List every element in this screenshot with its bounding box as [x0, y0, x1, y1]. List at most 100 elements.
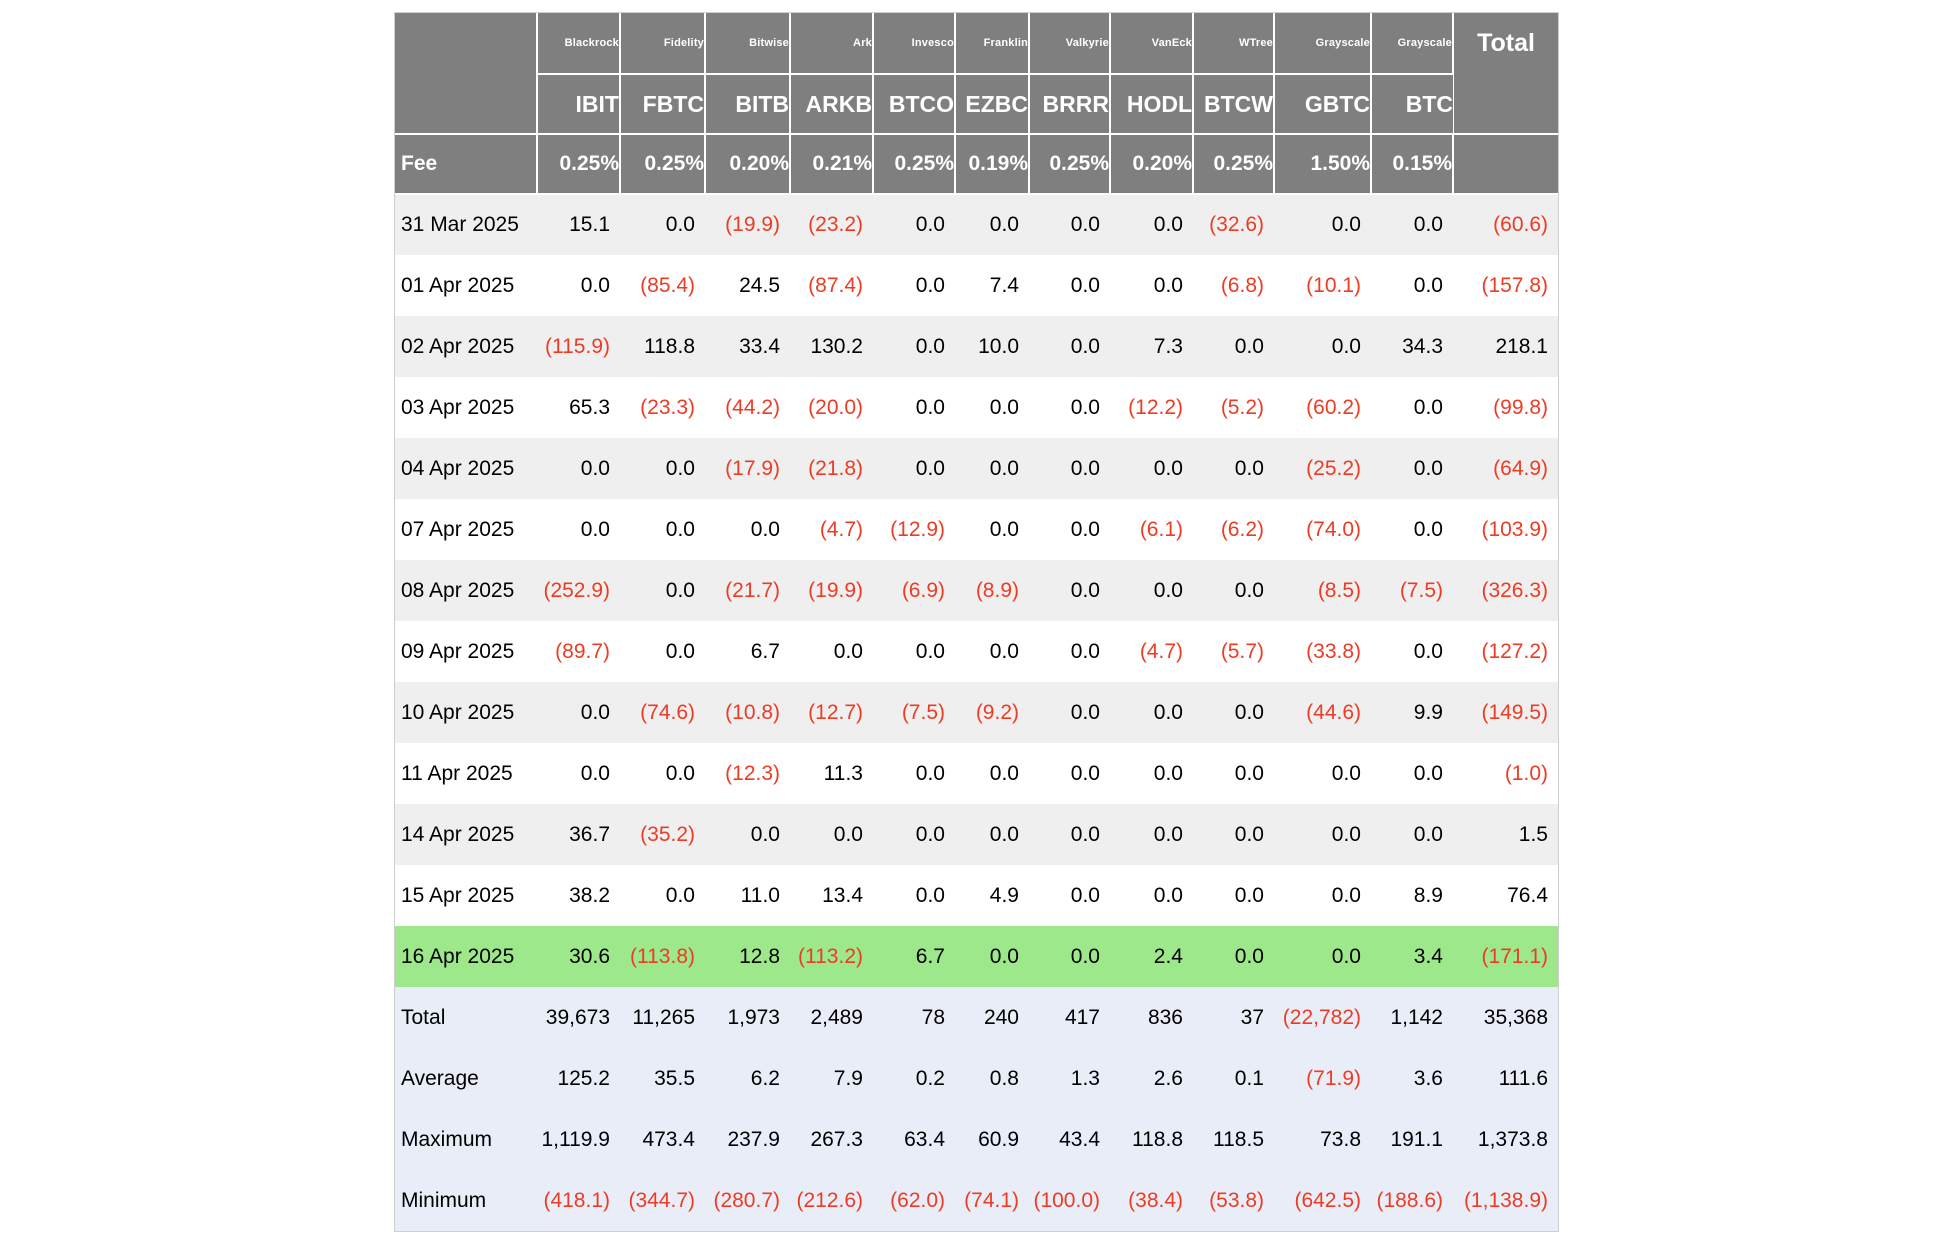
flow-value-cell: 0.0 [1029, 682, 1110, 743]
summary-value-cell: 63.4 [873, 1109, 955, 1170]
row-total-cell: (127.2) [1453, 621, 1558, 682]
flow-value-cell: 0.0 [873, 377, 955, 438]
fee-value-cell: 0.21% [790, 134, 874, 195]
flow-value-cell: 0.0 [873, 804, 955, 865]
flow-value-cell: (5.7) [1193, 621, 1274, 682]
ticker-header-cell: GBTC [1274, 74, 1372, 135]
issuer-header-cell: Valkyrie [1029, 13, 1111, 75]
fee-value-cell: 0.25% [537, 134, 621, 195]
fee-header-row: Fee 0.25% 0.25% 0.20% 0.21% 0.25% 0.19% 0.25% 0.… [395, 134, 1558, 195]
flow-value-cell: 0.0 [1110, 743, 1193, 804]
summary-value-cell: (212.6) [790, 1170, 873, 1231]
summary-value-cell: 1.3 [1029, 1048, 1110, 1109]
etf-flows-table: Blackrock Fidelity Bitwise Ark Invesco Frankl… [395, 13, 1558, 1231]
flow-value-cell: 0.0 [1110, 865, 1193, 926]
flow-value-cell: 0.0 [1193, 560, 1274, 621]
flow-value-cell: 0.0 [1029, 255, 1110, 316]
flow-value-cell: 0.0 [1193, 316, 1274, 377]
flow-value-cell: (5.2) [1193, 377, 1274, 438]
flow-value-cell: 0.0 [1274, 865, 1371, 926]
summary-value-cell: 6.2 [705, 1048, 790, 1109]
flow-value-cell: (4.7) [790, 499, 873, 560]
summary-label-cell: Minimum [395, 1170, 537, 1231]
flow-value-cell: 0.0 [873, 621, 955, 682]
flow-value-cell: (12.3) [705, 743, 790, 804]
ticker-header-cell: BTCO [873, 74, 956, 135]
summary-value-cell: 0.1 [1193, 1048, 1274, 1109]
summary-value-cell: 836 [1110, 987, 1193, 1048]
issuer-header-cell: Ark [790, 13, 874, 75]
flow-value-cell: 0.0 [1029, 438, 1110, 499]
summary-value-cell: 473.4 [620, 1109, 705, 1170]
flow-value-cell: (12.9) [873, 499, 955, 560]
flow-value-cell: (6.8) [1193, 255, 1274, 316]
summary-label-cell: Total [395, 987, 537, 1048]
flow-value-cell: (10.1) [1274, 255, 1371, 316]
fee-value-cell: 0.20% [1110, 134, 1194, 195]
ticker-header-cell: EZBC [955, 74, 1030, 135]
summary-value-cell: 417 [1029, 987, 1110, 1048]
table-row: 11 Apr 2025 0.0 0.0 (12.3) 11.3 0.0 0.0 0.0 0.0 0… [395, 743, 1558, 804]
summary-value-cell: (22,782) [1274, 987, 1371, 1048]
issuer-header-cell: Blackrock [537, 13, 621, 75]
flow-value-cell: 6.7 [873, 926, 955, 987]
table-header: Blackrock Fidelity Bitwise Ark Invesco Frankl… [395, 13, 1558, 195]
flow-value-cell: (44.6) [1274, 682, 1371, 743]
flow-value-cell: 4.9 [955, 865, 1029, 926]
flow-value-cell: 0.0 [955, 804, 1029, 865]
flow-value-cell: 0.0 [620, 499, 705, 560]
flow-value-cell: (20.0) [790, 377, 873, 438]
flow-value-cell: 0.0 [1274, 926, 1371, 987]
summary-value-cell: (188.6) [1371, 1170, 1453, 1231]
flow-value-cell: (7.5) [873, 682, 955, 743]
table-row: 01 Apr 2025 0.0 (85.4) 24.5 (87.4) 0.0 7.4 0.0 0… [395, 255, 1558, 316]
fee-value-cell: 0.19% [955, 134, 1030, 195]
flow-value-cell: 0.0 [1029, 804, 1110, 865]
table-row: 31 Mar 2025 15.1 0.0 (19.9) (23.2) 0.0 0.0 0.0 0… [395, 194, 1558, 255]
flow-value-cell: (10.8) [705, 682, 790, 743]
flow-value-cell: 0.0 [1371, 621, 1453, 682]
fee-total-empty-cell [1453, 134, 1558, 195]
total-column-header: Total [1453, 13, 1558, 135]
flow-value-cell: (6.1) [1110, 499, 1193, 560]
row-total-cell: (99.8) [1453, 377, 1558, 438]
table-row: 09 Apr 2025 (89.7) 0.0 6.7 0.0 0.0 0.0 0.0 (4.7)… [395, 621, 1558, 682]
summary-value-cell: 125.2 [537, 1048, 620, 1109]
table-row: 02 Apr 2025 (115.9) 118.8 33.4 130.2 0.0 10.0 0… [395, 316, 1558, 377]
flow-value-cell: 34.3 [1371, 316, 1453, 377]
flow-value-cell: 0.0 [1029, 377, 1110, 438]
row-total-cell: (326.3) [1453, 560, 1558, 621]
summary-value-cell: 0.8 [955, 1048, 1029, 1109]
summary-value-cell: (280.7) [705, 1170, 790, 1231]
flow-value-cell: (87.4) [790, 255, 873, 316]
summary-value-cell: 11,265 [620, 987, 705, 1048]
ticker-header-cell: BRRR [1029, 74, 1111, 135]
flow-value-cell: 33.4 [705, 316, 790, 377]
summary-total-cell: 111.6 [1453, 1048, 1558, 1109]
flow-value-cell: 0.0 [1029, 560, 1110, 621]
flow-value-cell: 0.0 [873, 743, 955, 804]
flow-value-cell: (6.9) [873, 560, 955, 621]
summary-value-cell: 237.9 [705, 1109, 790, 1170]
flow-value-cell: (113.8) [620, 926, 705, 987]
flow-value-cell: (19.9) [705, 194, 790, 255]
issuer-header-cell: Franklin [955, 13, 1030, 75]
flow-value-cell: 118.8 [620, 316, 705, 377]
row-total-cell: 1.5 [1453, 804, 1558, 865]
summary-value-cell: 118.8 [1110, 1109, 1193, 1170]
flow-value-cell: (9.2) [955, 682, 1029, 743]
summary-total-cell: (1,138.9) [1453, 1170, 1558, 1231]
date-cell: 09 Apr 2025 [395, 621, 537, 682]
ticker-header-cell: ARKB [790, 74, 874, 135]
flow-value-cell: 0.0 [955, 499, 1029, 560]
summary-value-cell: 60.9 [955, 1109, 1029, 1170]
table-row: 08 Apr 2025 (252.9) 0.0 (21.7) (19.9) (6.9) (8… [395, 560, 1558, 621]
summary-label-cell: Maximum [395, 1109, 537, 1170]
summary-value-cell: 118.5 [1193, 1109, 1274, 1170]
summary-value-cell: (642.5) [1274, 1170, 1371, 1231]
flow-value-cell: 9.9 [1371, 682, 1453, 743]
date-cell: 31 Mar 2025 [395, 194, 537, 255]
date-cell: 14 Apr 2025 [395, 804, 537, 865]
flow-value-cell: 0.0 [1110, 255, 1193, 316]
